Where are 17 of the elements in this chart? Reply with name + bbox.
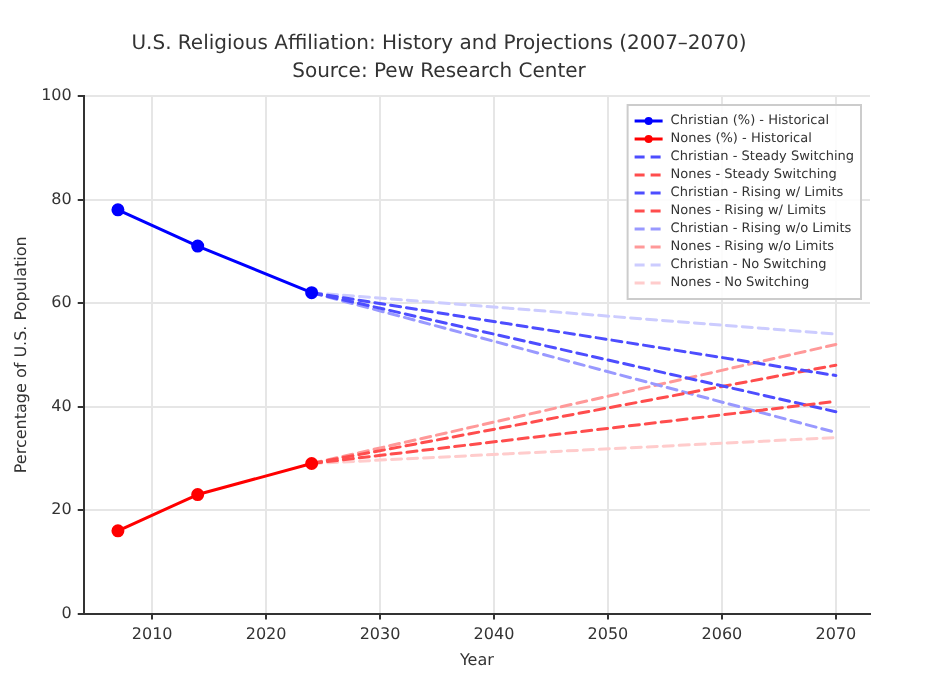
y-axis-title: Percentage of U.S. Population [11,236,30,474]
y-tick-label: 40 [51,396,72,415]
y-tick-label: 20 [51,500,72,519]
y-tick-label: 80 [51,189,72,208]
y-tick-label: 60 [51,293,72,312]
x-tick-label: 2010 [131,625,173,644]
x-tick-label: 2070 [815,625,857,644]
x-tick-label: 2060 [701,625,743,644]
y-tick-label: 100 [41,86,72,105]
chart-subtitle: Source: Pew Research Center [292,61,588,84]
x-tick-label: 2030 [359,625,401,644]
x-tick-label: 2020 [245,625,287,644]
chart-title: U.S. Religious Affiliation: History and Projections (2007–2070) [131,33,747,56]
y-tick-label: 0 [61,603,72,622]
x-tick-label: 2050 [587,625,629,644]
x-tick-label: 2040 [473,625,515,644]
x-axis-title: Year [457,650,496,669]
